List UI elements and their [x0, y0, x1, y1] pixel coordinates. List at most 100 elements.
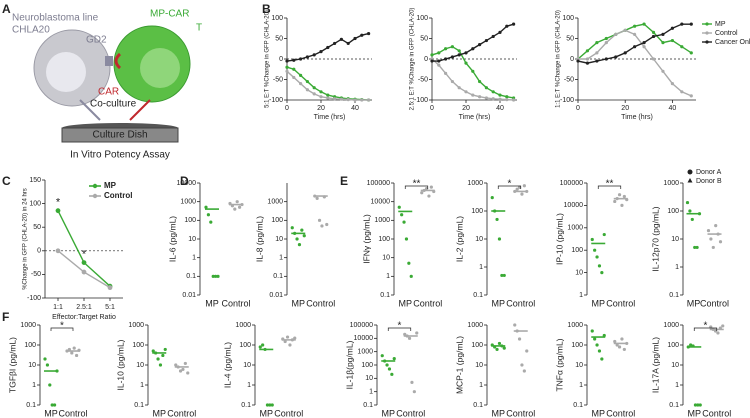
y-tick-label: 1 — [675, 264, 679, 271]
data-point — [511, 98, 516, 102]
x-tick-label: MP — [592, 298, 606, 308]
data-point — [444, 71, 448, 75]
y-tick-label: 1 — [140, 382, 144, 389]
data-point — [319, 90, 323, 94]
y-tick-label: 0.1 — [241, 402, 251, 409]
data-point — [604, 41, 608, 45]
data-point — [585, 57, 590, 61]
data-point — [498, 30, 502, 34]
x-tick-label: Control — [606, 298, 635, 308]
y-tick-label: 1000 — [467, 322, 483, 329]
y-tick-label: 1000 — [20, 322, 36, 329]
data-point — [158, 363, 163, 367]
data-point — [367, 31, 371, 36]
data-point — [484, 96, 488, 100]
y-tick-label: 100 — [378, 236, 390, 243]
data-point — [402, 220, 406, 224]
data-point — [595, 41, 599, 45]
data-point — [642, 22, 646, 26]
data-point — [285, 59, 289, 63]
data-point — [706, 228, 711, 233]
data-point — [156, 357, 160, 361]
x-tick-label: 0 — [430, 105, 434, 112]
data-point — [515, 187, 519, 191]
label: GD2 — [86, 35, 107, 46]
y-axis-label: IL-12p70 (pg/mL) — [650, 206, 660, 271]
data-point — [315, 196, 319, 200]
data-point — [688, 209, 692, 213]
y-tick-label: 100 — [571, 342, 583, 349]
data-point — [174, 363, 178, 367]
data-point — [478, 43, 482, 47]
x-tick-label: 0 — [576, 105, 580, 112]
data-point — [651, 30, 656, 34]
y-tick-label: -50 — [31, 271, 41, 278]
data-point — [430, 53, 434, 57]
y-tick-label: 1000 — [128, 322, 144, 329]
y-tick-label: 10 — [575, 362, 583, 369]
data-point — [430, 59, 434, 63]
panel-label: D — [180, 174, 189, 188]
data-point — [498, 93, 502, 97]
data-point — [520, 192, 524, 196]
y-tick-label: 10 — [28, 362, 36, 369]
data-point — [600, 357, 604, 361]
data-point — [622, 194, 626, 199]
data-point — [429, 185, 433, 189]
data-point — [380, 354, 384, 358]
data-point — [495, 217, 499, 222]
data-point — [299, 57, 303, 61]
legend-label: Donor A — [696, 169, 722, 176]
y-tick-label: 100 — [24, 342, 36, 349]
data-point — [464, 61, 468, 65]
y-tick-label: 50 — [420, 35, 428, 42]
x-tick-label: Control — [306, 298, 335, 308]
y-axis-label: IFNγ (pg/mL) — [361, 214, 371, 264]
data-point — [693, 403, 698, 407]
y-tick-label: 10 — [188, 236, 196, 243]
data-point — [651, 57, 656, 61]
data-point — [407, 336, 412, 340]
y-tick-label: 1000 — [567, 322, 583, 329]
y-tick-label: 1000 — [567, 225, 583, 232]
y-tick-label: 1000 — [467, 180, 483, 187]
x-tick-label: 5:1 — [105, 304, 115, 311]
data-point — [595, 59, 599, 63]
data-point — [617, 193, 622, 197]
significance: * — [60, 321, 64, 332]
panel-label: E — [340, 174, 348, 188]
y-tick-label: 0.1 — [26, 402, 36, 409]
data-point — [292, 67, 296, 71]
data-point — [450, 45, 454, 49]
y-axis-label: IL-6 (pg/mL) — [167, 216, 177, 262]
y-tick-label: 10 — [382, 255, 390, 262]
label: CAR — [98, 87, 119, 98]
data-point — [437, 63, 441, 67]
series-line — [578, 29, 692, 97]
y-tick-label: 10 — [275, 236, 283, 243]
y-tick-label: -100 — [269, 97, 283, 104]
y-tick-label: 100 — [29, 200, 41, 207]
x-tick-label: 20 — [621, 105, 629, 112]
data-point — [478, 95, 482, 99]
data-point — [178, 369, 183, 373]
data-point — [268, 403, 272, 407]
data-point — [511, 22, 516, 26]
data-point — [498, 97, 502, 101]
y-tick-label: 0.1 — [473, 402, 483, 409]
data-point — [360, 33, 364, 37]
data-point — [427, 194, 431, 198]
data-point — [689, 94, 693, 98]
x-tick-label: MP — [292, 298, 306, 308]
y-tick-label: 1 — [386, 273, 390, 280]
significance: * — [508, 179, 512, 190]
legend-swatch — [705, 31, 709, 35]
data-point — [471, 93, 475, 97]
data-point — [285, 69, 289, 73]
significance-bracket — [387, 327, 412, 331]
x-tick-label: MP — [592, 408, 606, 418]
data-point — [597, 264, 602, 268]
data-point — [500, 273, 504, 278]
series-line — [432, 23, 514, 62]
data-point — [484, 38, 488, 43]
